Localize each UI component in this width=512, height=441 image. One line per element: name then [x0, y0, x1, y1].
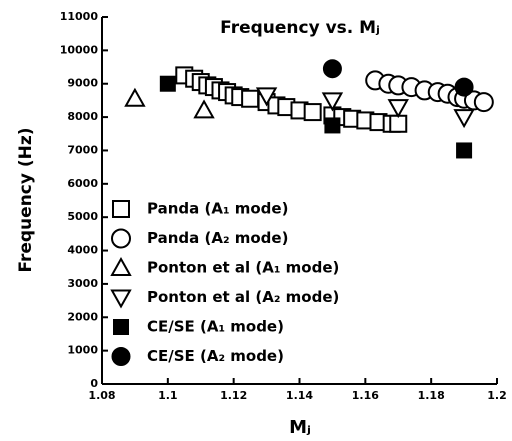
x-tick-label: 1.18 [418, 389, 445, 402]
x-tick-label: 1.14 [286, 389, 313, 402]
marker [193, 99, 215, 119]
marker [124, 87, 146, 107]
legend-marker [110, 256, 132, 276]
y-tick-label: 10000 [60, 43, 99, 56]
marker [321, 92, 344, 112]
y-tick-label: 5000 [67, 210, 98, 223]
y-tick-label: 8000 [67, 110, 98, 123]
legend-marker [111, 347, 131, 366]
marker [454, 77, 474, 97]
y-axis-label: Frequency (Hz) [16, 127, 36, 272]
x-axis-label: Mⱼ [289, 417, 311, 438]
marker [456, 142, 473, 159]
marker [303, 103, 322, 122]
marker [389, 114, 408, 133]
legend-marker [113, 319, 129, 335]
y-tick-label: 0 [90, 377, 98, 390]
legend-label: CE/SE (A₁ mode) [147, 318, 284, 336]
y-tick-label: 3000 [67, 277, 98, 290]
legend-label: Ponton et al (A₁ mode) [147, 259, 339, 277]
x-tick-label: 1.2 [487, 389, 507, 402]
legend-marker [112, 200, 130, 218]
marker [159, 75, 176, 92]
x-tick-label: 1.12 [220, 389, 247, 402]
legend-label: CE/SE (A₂ mode) [147, 347, 284, 365]
x-tick-label: 1.1 [158, 389, 178, 402]
legend-marker [110, 289, 132, 309]
y-tick-label: 6000 [67, 177, 98, 190]
x-tick-label: 1.16 [352, 389, 379, 402]
marker [324, 117, 341, 134]
y-tick-label: 9000 [67, 77, 98, 90]
y-tick-label: 2000 [67, 310, 98, 323]
marker [322, 59, 342, 79]
x-tick-label: 1.08 [88, 389, 115, 402]
y-tick-label: 4000 [67, 244, 98, 257]
marker [241, 89, 260, 108]
marker [453, 109, 475, 129]
legend-label: Ponton et al (A₂ mode) [147, 288, 339, 306]
legend-marker [111, 228, 131, 249]
legend-label: Panda (A₂ mode) [147, 229, 288, 247]
marker [387, 99, 409, 119]
marker [255, 87, 278, 107]
legend-label: Panda (A₁ mode) [147, 200, 288, 218]
marker [473, 92, 494, 113]
y-tick-label: 11000 [60, 10, 99, 23]
y-tick-label: 7000 [67, 143, 98, 156]
y-tick-label: 1000 [67, 344, 98, 357]
chart-title: Frequency vs. Mⱼ [220, 18, 380, 38]
